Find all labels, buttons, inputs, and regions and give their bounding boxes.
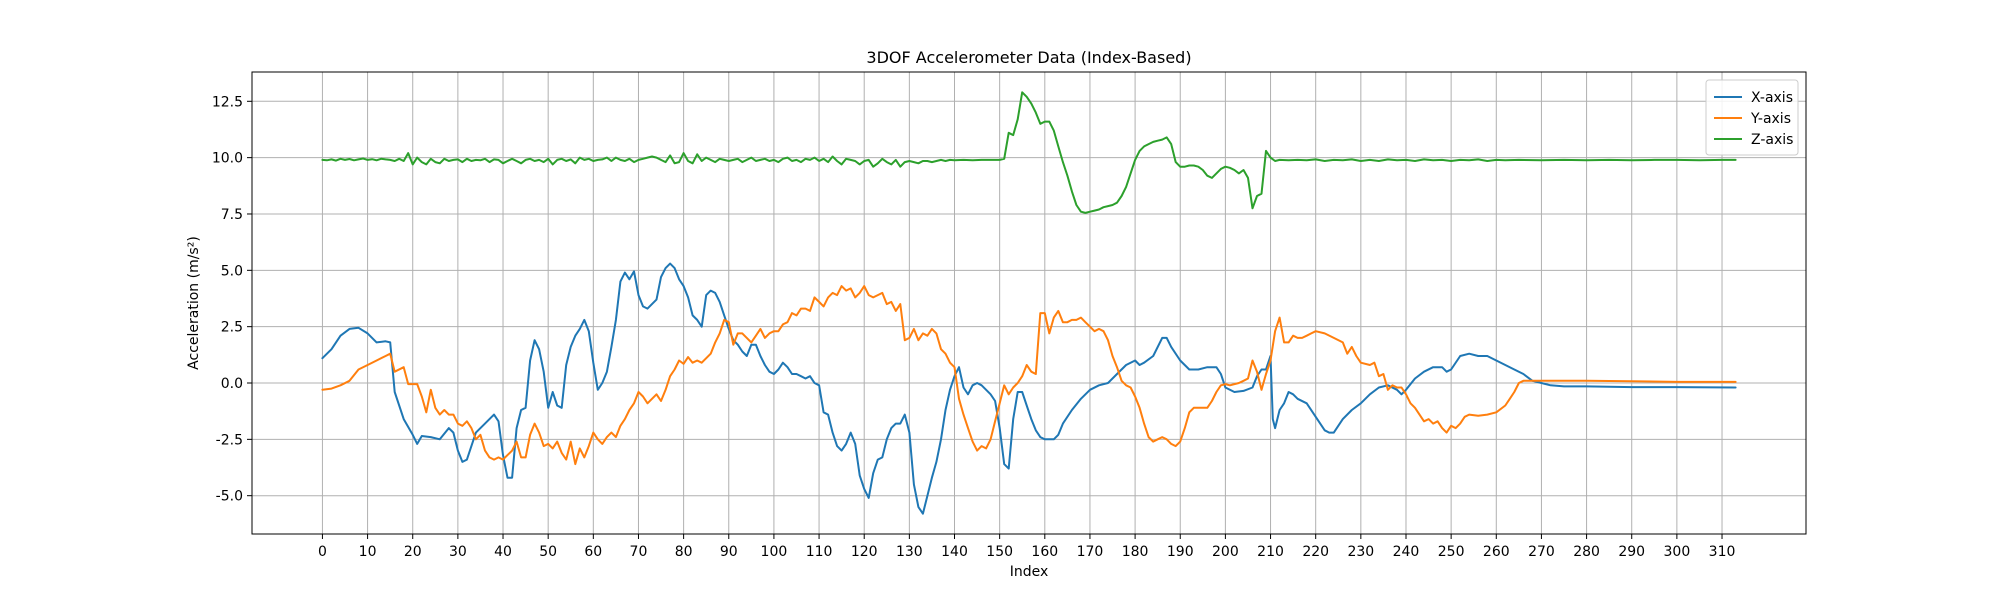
x-tick-label: 200 [1212,544,1239,560]
x-tick-label: 140 [941,544,968,560]
x-tick-label: 120 [851,544,878,560]
chart-title: 3DOF Accelerometer Data (Index-Based) [866,48,1191,67]
y-tick-label: 10.0 [212,151,243,167]
x-tick-label: 100 [761,544,788,560]
y-tick-label: 0.0 [221,376,243,392]
legend: X-axis Y-axis Z-axis [1705,79,1799,156]
x-tick-label: 250 [1438,544,1465,560]
x-tick-label: 90 [720,544,738,560]
series-line-y-axis [321,285,1737,466]
y-tick-label: 12.5 [212,94,243,110]
x-tick-label: 220 [1302,544,1329,560]
x-tick-label: 150 [986,544,1013,560]
x-tick-label: 170 [1077,544,1104,560]
x-tick-label: 180 [1122,544,1149,560]
x-tick-label: 20 [404,544,422,560]
x-tick-label: 30 [449,544,467,560]
x-tick-label: 10 [359,544,377,560]
y-axis-label: Acceleration (m/s²) [186,236,202,370]
plot-frame [251,71,1807,535]
y-tick-label: -2.5 [216,432,243,448]
x-tick-label: 160 [1031,544,1058,560]
x-tick-label: 70 [630,544,648,560]
series-line-x-axis [321,262,1737,515]
x-tick-label: 60 [584,544,602,560]
legend-label: Y-axis [1750,111,1791,127]
series-line-z-axis [321,91,1737,214]
x-tick-label: 230 [1347,544,1374,560]
y-tick-label: -5.0 [216,489,243,505]
x-axis-ticks: 0 10 20 30 40 50 60 70 80 90 100 110 120 130 140 150 160… [318,534,1735,560]
x-tick-label: 300 [1664,544,1691,560]
legend-label: X-axis [1751,90,1793,106]
x-tick-label: 80 [675,544,693,560]
x-tick-label: 240 [1393,544,1420,560]
x-tick-label: 260 [1483,544,1510,560]
x-tick-label: 280 [1573,544,1600,560]
y-tick-label: 5.0 [221,263,243,279]
x-tick-label: 50 [539,544,557,560]
x-tick-label: 190 [1167,544,1194,560]
grid [252,72,1806,534]
legend-box [1705,79,1799,156]
y-tick-label: 2.5 [221,320,243,336]
x-tick-label: 290 [1618,544,1645,560]
x-axis-label: Index [1010,564,1049,580]
x-tick-label: 0 [318,544,327,560]
x-tick-label: 270 [1528,544,1555,560]
x-tick-label: 110 [806,544,833,560]
legend-label: Z-axis [1751,132,1793,148]
y-tick-label: 7.5 [221,207,243,223]
y-axis-ticks: -5.0 -2.5 0.0 2.5 5.0 7.5 10.0 12.5 [212,94,252,505]
x-tick-label: 130 [896,544,923,560]
x-tick-label: 310 [1709,544,1736,560]
x-tick-label: 40 [494,544,512,560]
x-tick-label: 210 [1257,544,1284,560]
series-layer [321,91,1737,515]
